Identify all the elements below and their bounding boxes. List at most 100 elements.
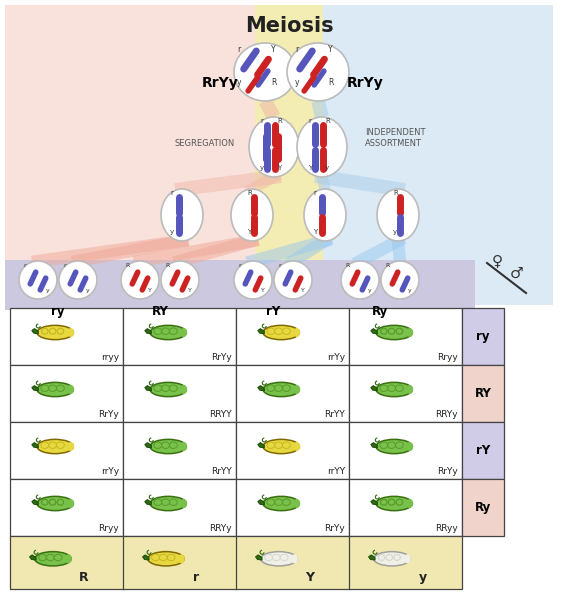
Text: Y: Y <box>188 288 192 293</box>
Ellipse shape <box>181 499 187 508</box>
Ellipse shape <box>181 442 187 451</box>
Text: r: r <box>63 263 65 268</box>
Ellipse shape <box>49 385 57 392</box>
Circle shape <box>121 261 159 299</box>
Ellipse shape <box>170 328 177 334</box>
Polygon shape <box>258 329 264 334</box>
Text: RrYy: RrYy <box>437 467 458 476</box>
FancyBboxPatch shape <box>10 479 123 536</box>
FancyBboxPatch shape <box>349 479 462 536</box>
Text: rryy: rryy <box>101 353 119 362</box>
Text: y: y <box>325 165 329 171</box>
Polygon shape <box>255 555 262 560</box>
Polygon shape <box>32 443 38 448</box>
Ellipse shape <box>162 442 170 449</box>
Ellipse shape <box>162 328 170 334</box>
Text: r: r <box>193 571 200 584</box>
Text: r: r <box>170 190 173 196</box>
Ellipse shape <box>57 328 64 334</box>
Text: R: R <box>247 190 252 196</box>
FancyBboxPatch shape <box>236 365 349 422</box>
Polygon shape <box>145 386 151 391</box>
Ellipse shape <box>42 328 48 334</box>
Text: SEGREGATION: SEGREGATION <box>175 140 235 149</box>
Polygon shape <box>142 555 149 560</box>
Ellipse shape <box>406 499 413 508</box>
Ellipse shape <box>181 385 187 394</box>
Ellipse shape <box>68 328 74 337</box>
Text: Y: Y <box>247 229 251 235</box>
Polygon shape <box>32 386 38 391</box>
Text: y: y <box>260 165 264 171</box>
Ellipse shape <box>150 439 186 453</box>
Ellipse shape <box>39 554 46 561</box>
Ellipse shape <box>388 385 395 392</box>
Polygon shape <box>371 443 378 448</box>
Text: r: r <box>313 190 316 196</box>
Ellipse shape <box>46 554 54 561</box>
Ellipse shape <box>274 499 283 506</box>
Circle shape <box>161 261 199 299</box>
Text: RRYy: RRYy <box>210 524 232 533</box>
Ellipse shape <box>283 499 290 506</box>
Text: r: r <box>278 263 281 268</box>
Ellipse shape <box>287 43 349 101</box>
Ellipse shape <box>297 117 347 177</box>
Ellipse shape <box>178 554 185 563</box>
FancyBboxPatch shape <box>462 365 504 422</box>
Ellipse shape <box>373 552 410 566</box>
Ellipse shape <box>377 189 419 241</box>
Ellipse shape <box>154 385 162 392</box>
Text: r: r <box>237 45 240 54</box>
Text: Y: Y <box>305 571 314 584</box>
FancyBboxPatch shape <box>10 365 123 422</box>
Text: rrYy: rrYy <box>327 353 345 362</box>
Text: R: R <box>165 263 169 268</box>
Polygon shape <box>145 329 151 334</box>
Text: RrYy: RrYy <box>201 76 239 90</box>
Text: ry: ry <box>477 330 490 343</box>
Ellipse shape <box>42 500 48 505</box>
Text: r: r <box>295 45 298 54</box>
Ellipse shape <box>389 328 395 334</box>
Ellipse shape <box>68 385 74 394</box>
Ellipse shape <box>283 442 290 449</box>
Polygon shape <box>30 555 36 560</box>
Ellipse shape <box>170 499 177 506</box>
Text: rrYY: rrYY <box>327 467 345 476</box>
Ellipse shape <box>35 552 71 566</box>
Ellipse shape <box>274 328 283 334</box>
Text: Meiosis: Meiosis <box>245 16 334 36</box>
Text: r: r <box>308 118 311 124</box>
Ellipse shape <box>396 328 402 334</box>
Text: Y: Y <box>328 45 332 54</box>
Ellipse shape <box>167 554 175 561</box>
Ellipse shape <box>283 328 290 334</box>
Text: y: y <box>393 229 397 235</box>
Ellipse shape <box>41 442 49 449</box>
Ellipse shape <box>294 499 300 508</box>
Circle shape <box>19 261 57 299</box>
FancyBboxPatch shape <box>462 479 504 536</box>
FancyBboxPatch shape <box>323 5 553 305</box>
FancyBboxPatch shape <box>123 308 236 365</box>
Polygon shape <box>258 500 264 505</box>
Ellipse shape <box>68 499 74 508</box>
Ellipse shape <box>265 554 273 561</box>
Text: R: R <box>345 263 349 268</box>
Ellipse shape <box>162 385 170 392</box>
Ellipse shape <box>49 500 56 505</box>
Ellipse shape <box>54 554 62 561</box>
Ellipse shape <box>291 554 298 563</box>
Ellipse shape <box>388 442 395 449</box>
Ellipse shape <box>37 497 74 511</box>
Text: RRyy: RRyy <box>435 524 458 533</box>
Ellipse shape <box>380 500 387 505</box>
Text: R: R <box>125 263 129 268</box>
Ellipse shape <box>234 43 296 101</box>
Ellipse shape <box>49 328 56 334</box>
FancyBboxPatch shape <box>462 422 504 479</box>
Ellipse shape <box>57 500 64 505</box>
Text: R: R <box>325 118 330 124</box>
Text: R: R <box>277 118 282 124</box>
